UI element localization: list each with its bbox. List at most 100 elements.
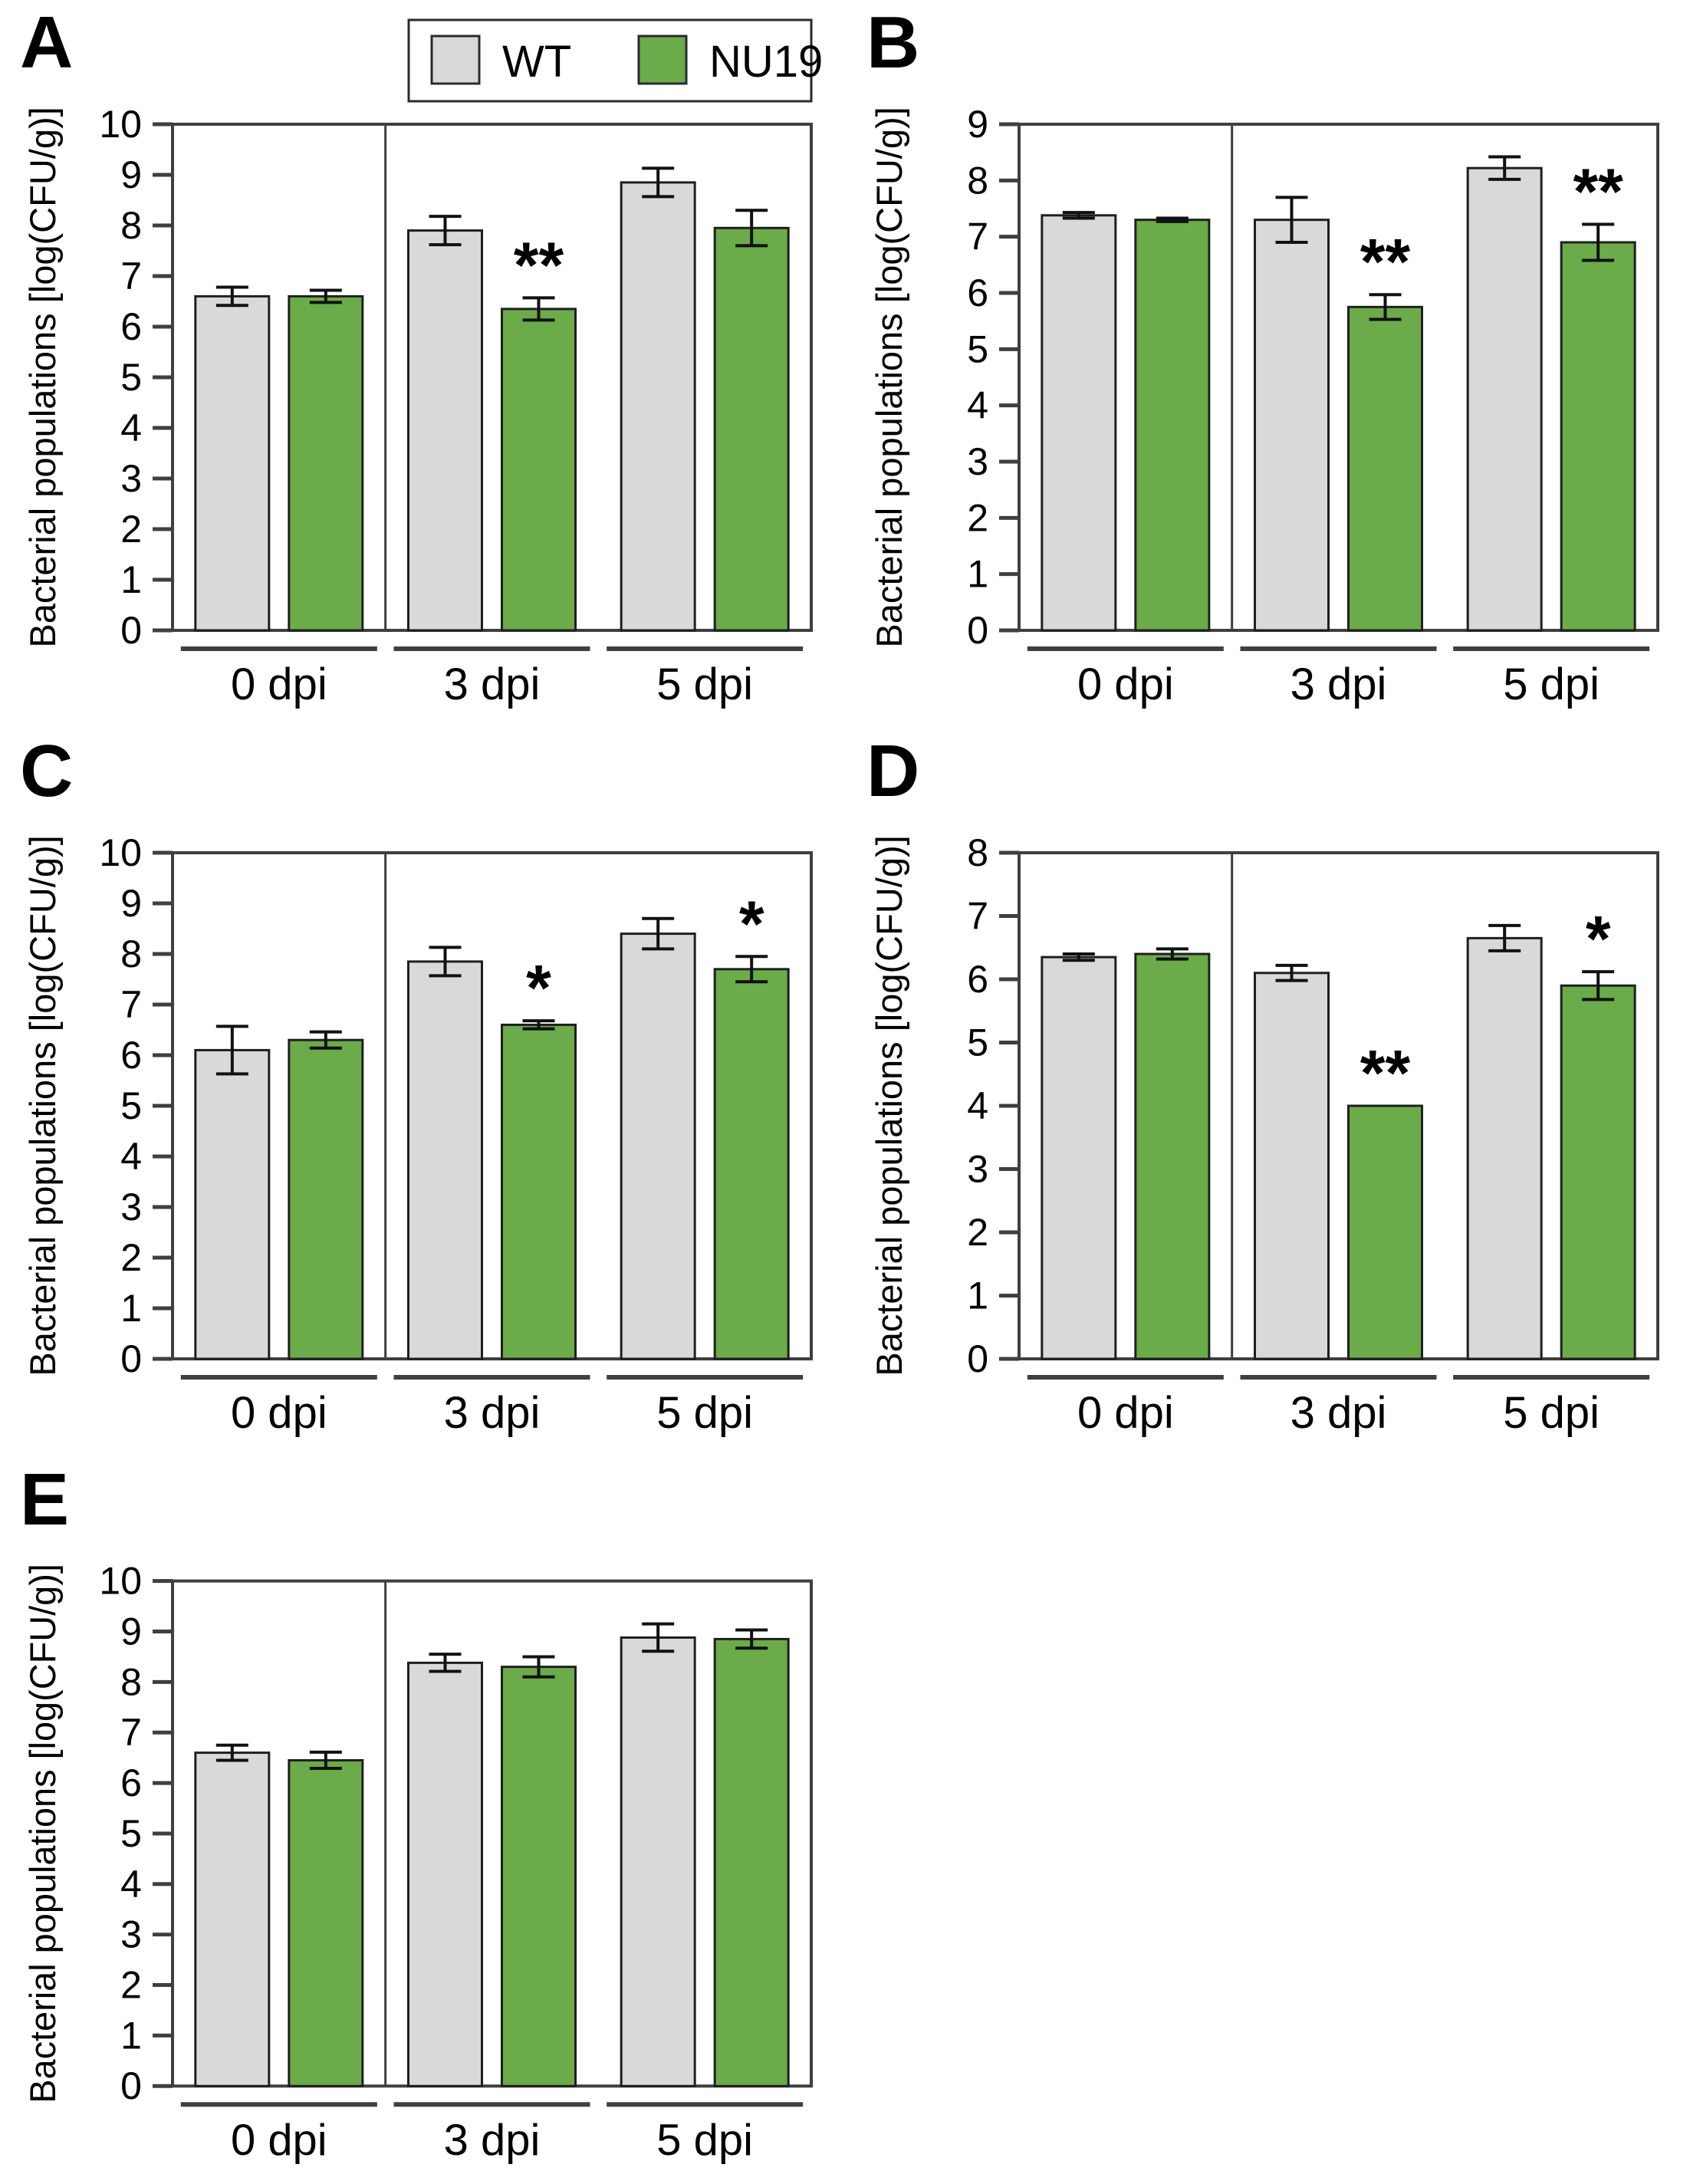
bar-nu19-5-dpi — [713, 1637, 790, 2087]
y-tick-label-8: 8 — [120, 204, 142, 247]
panel-letter-A: A — [20, 2, 74, 84]
panel-letter-B: B — [866, 2, 920, 84]
y-tick-label-2: 2 — [967, 496, 988, 539]
y-axis-title: Bacterial populations [log(CFU/g)] — [22, 835, 63, 1376]
y-tick-label-5: 5 — [120, 1084, 142, 1127]
y-tick-label-6: 6 — [967, 271, 988, 314]
errorbar-nu19-5-dpi — [735, 209, 768, 248]
y-tick-label-1: 1 — [967, 1275, 988, 1317]
panel-letter-C: C — [20, 730, 74, 812]
group-label-3-dpi: 3 dpi — [1291, 659, 1387, 709]
group-label-0-dpi: 0 dpi — [231, 2116, 327, 2165]
errorbar-wt-5-dpi — [1488, 923, 1521, 952]
errorbar-wt-3-dpi — [429, 215, 462, 247]
bar-nu19-5-dpi — [713, 226, 790, 632]
y-tick-label-2: 2 — [967, 1211, 988, 1254]
y-tick-label-4: 4 — [967, 1084, 988, 1127]
significance-mark-nu19-3-dpi: * — [526, 952, 551, 1024]
errorbar-nu19-5-dpi — [735, 1628, 768, 1650]
legend-label-nu19: NU19 — [709, 37, 823, 87]
errorbar-nu19-0-dpi — [1156, 947, 1189, 961]
group-label-3-dpi: 3 dpi — [444, 659, 541, 709]
group-label-0-dpi: 0 dpi — [1077, 1388, 1174, 1438]
y-tick-label-6: 6 — [120, 1761, 142, 1804]
significance-mark-nu19-3-dpi: ** — [1360, 225, 1411, 298]
group-label-3-dpi: 3 dpi — [1291, 1388, 1387, 1438]
y-tick-label-4: 4 — [120, 1863, 142, 1906]
bar-wt-0-dpi — [1041, 214, 1117, 632]
bar-nu19-3-dpi — [501, 308, 577, 632]
significance-mark-nu19-3-dpi: ** — [1360, 1037, 1411, 1109]
errorbar-nu19-0-dpi — [309, 1750, 342, 1770]
group-label-5-dpi: 5 dpi — [656, 659, 753, 709]
errorbar-wt-0-dpi — [1062, 952, 1095, 962]
bar-wt-5-dpi — [1466, 936, 1543, 1360]
significance-mark-nu19-3-dpi: ** — [514, 229, 564, 301]
bar-wt-5-dpi — [620, 1636, 696, 2087]
bar-wt-3-dpi — [1254, 972, 1330, 1360]
chart-A-bacterial-populations: 0 1 2 3 4 5 6 7 8 9 10 Bacterial populations [log(C… — [22, 18, 823, 709]
group-label-5-dpi: 5 dpi — [656, 2116, 753, 2165]
y-tick-label-4: 4 — [120, 406, 142, 449]
errorbar-wt-3-dpi — [429, 946, 462, 978]
bar-nu19-3-dpi — [1347, 1104, 1423, 1360]
errorbar-wt-0-dpi — [215, 285, 248, 308]
bar-wt-0-dpi — [194, 1751, 271, 2087]
legend-swatch-wt — [430, 35, 481, 85]
y-tick-label-7: 7 — [120, 983, 142, 1026]
bar-nu19-3-dpi — [1347, 305, 1423, 632]
group-label-5-dpi: 5 dpi — [1503, 659, 1600, 709]
errorbar-wt-5-dpi — [642, 916, 675, 951]
bar-wt-0-dpi — [194, 1048, 271, 1360]
bar-nu19-0-dpi — [288, 1758, 364, 2087]
bar-nu19-5-dpi — [1560, 984, 1636, 1360]
errorbar-wt-3-dpi — [1275, 196, 1308, 244]
y-axis-title: Bacterial populations [log(CFU/g)] — [22, 107, 63, 647]
y-tick-label-8: 8 — [120, 1660, 142, 1703]
panel-letter-D: D — [866, 730, 920, 812]
chart-E-bacterial-populations: 0 1 2 3 4 5 6 7 8 9 10 Bacterial populations [log(C… — [22, 1560, 813, 2165]
y-tick-label-5: 5 — [120, 356, 142, 399]
bar-nu19-5-dpi — [713, 968, 790, 1360]
y-tick-label-2: 2 — [120, 1236, 142, 1279]
bar-nu19-0-dpi — [288, 1038, 364, 1360]
y-tick-label-3: 3 — [120, 1913, 142, 1956]
errorbar-nu19-5-dpi — [1582, 970, 1615, 1002]
errorbar-nu19-3-dpi — [522, 1655, 555, 1679]
y-tick-label-1: 1 — [120, 2014, 142, 2057]
y-tick-label-7: 7 — [967, 215, 988, 258]
y-tick-label-7: 7 — [120, 255, 142, 298]
bar-wt-3-dpi — [407, 229, 483, 632]
bar-wt-3-dpi — [1254, 219, 1330, 632]
group-label-0-dpi: 0 dpi — [1077, 659, 1174, 709]
y-tick-label-4: 4 — [120, 1135, 142, 1178]
y-tick-label-0: 0 — [967, 609, 988, 652]
y-tick-label-3: 3 — [967, 440, 988, 483]
y-tick-label-8: 8 — [120, 932, 142, 975]
errorbar-wt-5-dpi — [1488, 155, 1521, 181]
bar-nu19-5-dpi — [1560, 241, 1636, 632]
errorbar-nu19-5-dpi — [1582, 222, 1615, 262]
y-tick-label-5: 5 — [120, 1812, 142, 1855]
legend-swatch-nu19 — [637, 35, 688, 85]
y-tick-label-7: 7 — [120, 1711, 142, 1754]
y-tick-label-1: 1 — [120, 558, 142, 601]
bar-nu19-0-dpi — [1134, 219, 1211, 632]
y-tick-label-1: 1 — [967, 553, 988, 596]
errorbar-wt-0-dpi — [215, 1743, 248, 1762]
bar-nu19-0-dpi — [288, 294, 364, 632]
y-tick-label-2: 2 — [120, 508, 142, 551]
y-tick-label-7: 7 — [967, 895, 988, 938]
y-tick-label-0: 0 — [120, 2064, 142, 2107]
y-tick-label-6: 6 — [120, 305, 142, 348]
panel-letter-E: E — [20, 1459, 70, 1541]
y-tick-label-10: 10 — [99, 831, 142, 874]
legend-label-wt: WT — [502, 37, 571, 87]
errorbar-wt-0-dpi — [1062, 211, 1095, 220]
bar-wt-0-dpi — [194, 294, 271, 632]
group-label-3-dpi: 3 dpi — [444, 1388, 541, 1438]
group-label-5-dpi: 5 dpi — [656, 1388, 753, 1438]
panel-C: C 0 1 2 3 4 5 6 7 8 9 10 Bacterial populations [log… — [0, 729, 843, 1457]
errorbar-nu19-0-dpi — [309, 288, 342, 304]
errorbar-wt-3-dpi — [429, 1653, 462, 1673]
